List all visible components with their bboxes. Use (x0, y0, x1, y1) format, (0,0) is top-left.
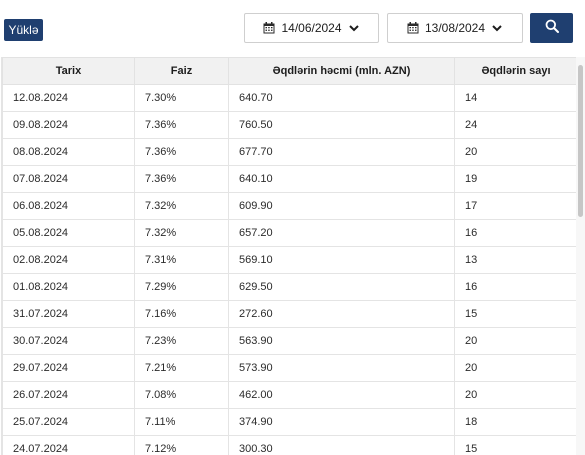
table-row: 26.07.2024 7.08% 462.00 20 (2, 381, 576, 409)
cell-count: 20 (454, 381, 576, 409)
cell-count: 19 (454, 165, 576, 193)
search-button[interactable] (530, 13, 573, 43)
cell-rate: 7.30% (134, 84, 229, 112)
cell-count: 14 (454, 84, 576, 112)
calendar-icon (263, 22, 275, 34)
header-rate[interactable]: Faiz (134, 57, 229, 85)
cell-count: 20 (454, 138, 576, 166)
table-scrollbar[interactable] (576, 57, 585, 455)
table-row: 31.07.2024 7.16% 272.60 15 (2, 300, 576, 328)
cell-date: 06.08.2024 (2, 192, 135, 220)
table-row: 25.07.2024 7.11% 374.90 18 (2, 408, 576, 436)
cell-rate: 7.32% (134, 192, 229, 220)
cell-count: 18 (454, 408, 576, 436)
table-row: 06.08.2024 7.32% 609.90 17 (2, 192, 576, 220)
table-row: 07.08.2024 7.36% 640.10 19 (2, 165, 576, 193)
cell-volume: 677.70 (228, 138, 455, 166)
cell-volume: 272.60 (228, 300, 455, 328)
cell-date: 29.07.2024 (2, 354, 135, 382)
cell-rate: 7.32% (134, 219, 229, 247)
cell-rate: 7.36% (134, 165, 229, 193)
cell-date: 05.08.2024 (2, 219, 135, 247)
date-from-value: 14/06/2024 (281, 21, 342, 35)
upload-button[interactable]: Yüklə (4, 19, 43, 41)
table-row: 01.08.2024 7.29% 629.50 16 (2, 273, 576, 301)
cell-rate: 7.16% (134, 300, 229, 328)
cell-date: 30.07.2024 (2, 327, 135, 355)
cell-rate: 7.36% (134, 138, 229, 166)
chevron-down-icon (491, 22, 503, 34)
search-icon (545, 19, 559, 38)
cell-volume: 640.10 (228, 165, 455, 193)
cell-date: 12.08.2024 (2, 84, 135, 112)
cell-count: 20 (454, 327, 576, 355)
table-row: 08.08.2024 7.36% 677.70 20 (2, 138, 576, 166)
cell-volume: 462.00 (228, 381, 455, 409)
cell-volume: 640.70 (228, 84, 455, 112)
cell-rate: 7.29% (134, 273, 229, 301)
toolbar: Yüklə 14/06/2024 (0, 0, 585, 56)
cell-date: 01.08.2024 (2, 273, 135, 301)
table-row: 12.08.2024 7.30% 640.70 14 (2, 84, 576, 112)
cell-volume: 657.20 (228, 219, 455, 247)
scrollbar-thumb[interactable] (578, 65, 583, 217)
cell-date: 02.08.2024 (2, 246, 135, 274)
cell-count: 15 (454, 300, 576, 328)
date-to-value: 13/08/2024 (424, 21, 486, 35)
cell-count: 24 (454, 111, 576, 139)
date-to-picker[interactable]: 13/08/2024 (387, 13, 523, 43)
table-row: 30.07.2024 7.23% 563.90 20 (2, 327, 576, 355)
cell-rate: 7.36% (134, 111, 229, 139)
date-from-picker[interactable]: 14/06/2024 (244, 13, 379, 43)
cell-rate: 7.11% (134, 408, 229, 436)
header-volume[interactable]: Əqdlərin həcmi (mln. AZN) (228, 57, 455, 85)
cell-volume: 760.50 (228, 111, 455, 139)
cell-date: 24.07.2024 (2, 435, 135, 455)
cell-volume: 569.10 (228, 246, 455, 274)
header-date[interactable]: Tarix (2, 57, 135, 85)
chevron-down-icon (348, 22, 360, 34)
cell-count: 16 (454, 219, 576, 247)
cell-count: 15 (454, 435, 576, 455)
table-header-row: Tarix Faiz Əqdlərin həcmi (mln. AZN) Əqd… (2, 57, 576, 85)
cell-date: 26.07.2024 (2, 381, 135, 409)
cell-rate: 7.12% (134, 435, 229, 455)
cell-volume: 573.90 (228, 354, 455, 382)
cell-rate: 7.23% (134, 327, 229, 355)
table-row: 24.07.2024 7.12% 300.30 15 (2, 435, 576, 455)
cell-date: 07.08.2024 (2, 165, 135, 193)
cell-count: 17 (454, 192, 576, 220)
cell-volume: 563.90 (228, 327, 455, 355)
table-row: 05.08.2024 7.32% 657.20 16 (2, 219, 576, 247)
cell-volume: 629.50 (228, 273, 455, 301)
cell-date: 25.07.2024 (2, 408, 135, 436)
cell-rate: 7.31% (134, 246, 229, 274)
table-row: 29.07.2024 7.21% 573.90 20 (2, 354, 576, 382)
cell-rate: 7.08% (134, 381, 229, 409)
cell-count: 13 (454, 246, 576, 274)
cell-volume: 609.90 (228, 192, 455, 220)
cell-date: 09.08.2024 (2, 111, 135, 139)
data-table: Tarix Faiz Əqdlərin həcmi (mln. AZN) Əqd… (2, 57, 576, 455)
calendar-icon (407, 22, 419, 34)
table-row: 09.08.2024 7.36% 760.50 24 (2, 111, 576, 139)
cell-volume: 374.90 (228, 408, 455, 436)
cell-rate: 7.21% (134, 354, 229, 382)
cell-volume: 300.30 (228, 435, 455, 455)
cell-count: 16 (454, 273, 576, 301)
cell-count: 20 (454, 354, 576, 382)
cell-date: 31.07.2024 (2, 300, 135, 328)
header-count[interactable]: Əqdlərin sayı (454, 57, 576, 85)
data-table-container: Tarix Faiz Əqdlərin həcmi (mln. AZN) Əqd… (1, 57, 576, 455)
table-row: 02.08.2024 7.31% 569.10 13 (2, 246, 576, 274)
cell-date: 08.08.2024 (2, 138, 135, 166)
